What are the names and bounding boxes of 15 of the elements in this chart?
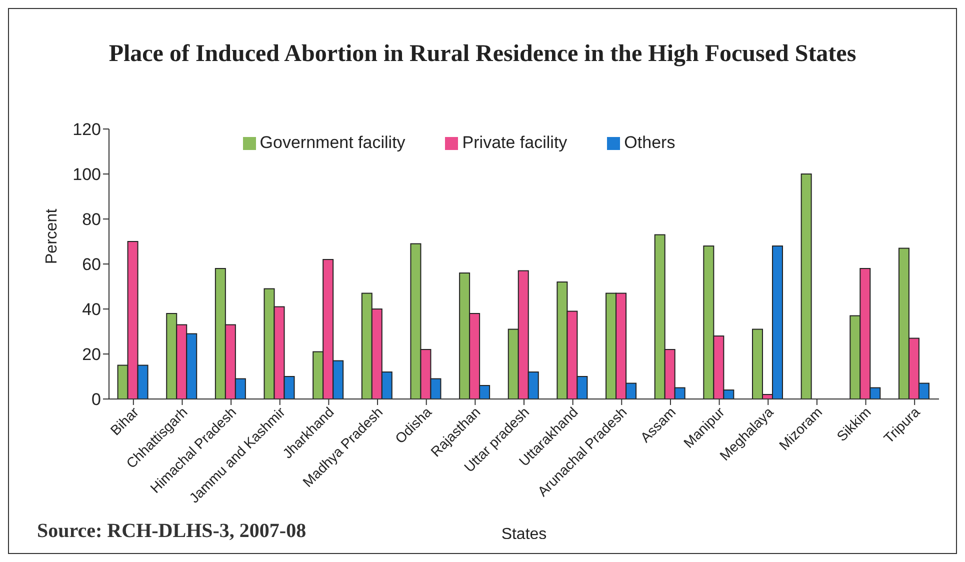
y-axis-title: Percent — [44, 208, 61, 264]
bar — [800, 174, 812, 399]
y-tick-label: 60 — [82, 255, 101, 274]
legend-label: Private facility — [462, 133, 568, 152]
y-tick-label: 100 — [72, 165, 101, 184]
y-tick-label: 80 — [82, 210, 101, 230]
source-note: Source: RCH-DLHS-3, 2007-08 — [37, 520, 306, 543]
legend-label: Others — [624, 133, 676, 152]
y-tick-label: 120 — [72, 120, 101, 140]
chart-title: Place of Induced Abortion in Rural Residence in the High Focused States — [108, 41, 858, 68]
x-axis-title: States — [501, 526, 547, 543]
y-tick-label: 20 — [82, 345, 101, 364]
y-tick-label: 0 — [92, 390, 101, 410]
legend-label: Government facility — [260, 133, 406, 152]
y-tick-label: 40 — [82, 300, 101, 320]
